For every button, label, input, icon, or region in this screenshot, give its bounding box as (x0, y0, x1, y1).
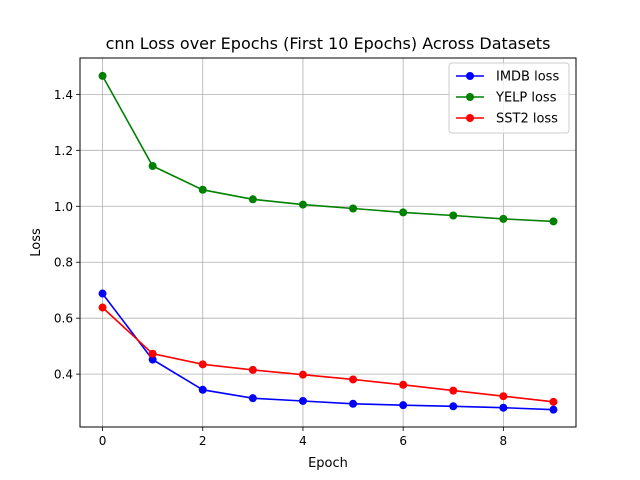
data-point (399, 401, 408, 410)
x-tick-label: 0 (99, 434, 107, 448)
y-tick-label: 1.4 (54, 88, 73, 102)
data-point (399, 208, 408, 217)
plot-frame (79, 57, 577, 428)
series-line (101, 293, 554, 411)
data-point (148, 161, 157, 170)
legend-marker (466, 93, 474, 101)
data-point (499, 214, 508, 223)
x-tick-label: 4 (299, 434, 307, 448)
data-point (549, 405, 558, 414)
data-point (298, 200, 307, 209)
data-point (349, 375, 358, 384)
data-point (449, 386, 458, 395)
series-line (101, 75, 554, 223)
data-point (98, 289, 107, 298)
data-point (499, 392, 508, 401)
data-point (248, 365, 257, 374)
data-point (349, 204, 358, 213)
legend: IMDB loss YELP loss SST2 loss (448, 62, 570, 134)
data-point (449, 402, 458, 411)
series-group (98, 71, 558, 414)
data-point (148, 349, 157, 358)
data-point (499, 403, 508, 412)
x-tick-label: 6 (399, 434, 407, 448)
legend-box (448, 62, 570, 134)
data-point (399, 380, 408, 389)
legend-label: IMDB loss (496, 70, 559, 85)
data-point (148, 355, 157, 364)
data-point (349, 399, 358, 408)
data-point (549, 397, 558, 406)
data-point (98, 71, 107, 80)
series-line (101, 306, 554, 403)
y-tick-label: 1.2 (54, 144, 73, 158)
data-point (198, 360, 207, 369)
legend-label: YELP loss (495, 91, 557, 106)
chart-title: cnn Loss over Epochs (First 10 Epochs) A… (106, 34, 551, 53)
y-tick-label: 0.6 (54, 312, 73, 326)
legend-marker (466, 114, 474, 122)
data-point (549, 217, 558, 226)
data-point (98, 303, 107, 312)
y-tick-label: 0.4 (54, 368, 73, 382)
x-axis-label: Epoch (308, 456, 348, 471)
data-point (198, 385, 207, 394)
data-point (298, 396, 307, 405)
data-point (248, 394, 257, 403)
data-point (198, 185, 207, 194)
y-tick-label: 1.0 (54, 200, 73, 214)
axis-ticks: 0 2 4 6 8 0.4 0.6 0.8 1.0 1.2 1.4 (54, 88, 507, 448)
x-tick-label: 8 (500, 434, 508, 448)
data-point (298, 370, 307, 379)
data-point (449, 211, 458, 220)
y-axis-label: Loss (29, 228, 44, 257)
y-tick-label: 0.8 (54, 256, 73, 270)
x-tick-label: 2 (199, 434, 207, 448)
data-point (248, 195, 257, 204)
legend-marker (466, 72, 474, 80)
legend-label: SST2 loss (496, 112, 558, 127)
